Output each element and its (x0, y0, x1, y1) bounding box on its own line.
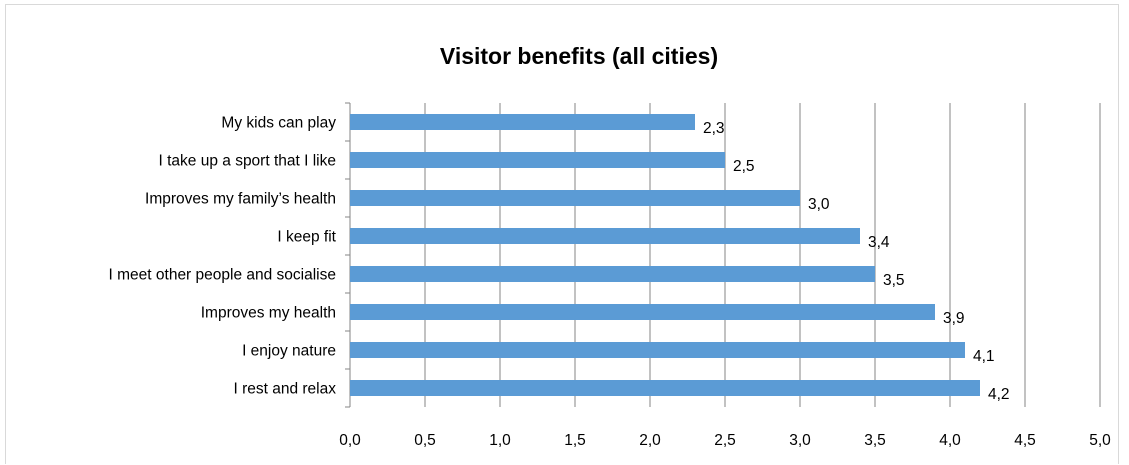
chart-frame: Visitor benefits (all cities) My kids ca… (5, 4, 1119, 464)
category-label: Improves my family’s health (145, 191, 336, 208)
category-label: I rest and relax (233, 381, 336, 398)
x-tick-label: 0,0 (339, 432, 361, 449)
category-label: I take up a sport that I like (159, 153, 337, 170)
bar (350, 114, 695, 130)
data-label: 3,4 (868, 234, 890, 251)
category-label: Improves my health (201, 305, 336, 322)
x-tick-label: 1,0 (489, 432, 511, 449)
bar (350, 380, 980, 396)
data-label: 3,5 (883, 272, 905, 289)
data-label: 4,1 (973, 348, 995, 365)
x-tick-label: 0,5 (414, 432, 436, 449)
bar (350, 304, 935, 320)
category-label: I keep fit (277, 229, 336, 246)
bar (350, 266, 875, 282)
data-label: 2,3 (703, 120, 725, 137)
category-label: I enjoy nature (242, 343, 336, 360)
x-tick-label: 4,0 (939, 432, 961, 449)
x-tick-label: 2,5 (714, 432, 736, 449)
bar (350, 190, 800, 206)
x-tick-labels: 0,0 0,5 1,0 1,5 2,0 2,5 3,0 3,5 4,0 4,5 5,0 (339, 432, 1111, 449)
value-labels: 2,3 2,5 3,0 3,4 3,5 3,9 4,1 4,2 (703, 120, 1010, 403)
x-tick-label: 3,0 (789, 432, 811, 449)
data-label: 2,5 (733, 158, 755, 175)
bar (350, 228, 860, 244)
x-tick-label: 2,0 (639, 432, 661, 449)
data-label: 3,9 (943, 310, 965, 327)
data-label: 3,0 (808, 196, 830, 213)
category-labels: My kids can play I take up a sport that I… (109, 115, 337, 398)
x-tick-label: 5,0 (1089, 432, 1111, 449)
bar (350, 342, 965, 358)
bar (350, 152, 725, 168)
data-label: 4,2 (988, 386, 1010, 403)
x-tick-label: 1,5 (564, 432, 586, 449)
x-tick-label: 4,5 (1014, 432, 1036, 449)
bar-chart: Visitor benefits (all cities) My kids ca… (109, 43, 1112, 449)
x-tick-label: 3,5 (864, 432, 886, 449)
category-label: My kids can play (221, 115, 336, 132)
category-label: I meet other people and socialise (109, 267, 336, 284)
bars (350, 114, 980, 396)
chart-title: Visitor benefits (all cities) (440, 43, 718, 69)
